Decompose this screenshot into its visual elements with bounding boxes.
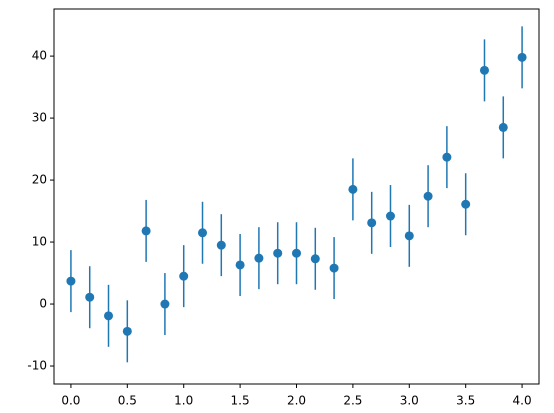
x-tick-label: 4.0	[513, 394, 532, 408]
y-tick-label: -10	[27, 359, 47, 373]
point	[141, 226, 151, 236]
point	[198, 228, 208, 238]
point	[292, 248, 301, 258]
point	[461, 199, 471, 209]
point	[216, 240, 226, 250]
y-tick-label: 30	[32, 111, 47, 125]
point	[122, 326, 132, 336]
y-tick-label: 0	[39, 297, 47, 311]
x-tick-label: 3.0	[400, 394, 419, 408]
point	[310, 254, 320, 264]
x-tick-label: 2.0	[287, 394, 306, 408]
point	[85, 292, 95, 302]
point	[479, 65, 489, 75]
x-tick-label: 0.5	[118, 394, 137, 408]
point	[66, 276, 76, 286]
point	[367, 218, 377, 228]
y-tick-label: 10	[32, 235, 47, 249]
point	[423, 191, 433, 201]
point	[442, 152, 452, 162]
point	[179, 271, 189, 281]
point	[329, 263, 339, 273]
x-tick-label: 0.0	[61, 394, 80, 408]
point	[254, 253, 264, 263]
x-tick-label: 2.5	[343, 394, 362, 408]
y-tick-label: 20	[32, 173, 47, 187]
point	[404, 231, 414, 241]
x-tick-label: 1.0	[174, 394, 193, 408]
y-tick-label: 40	[32, 49, 47, 63]
x-tick-label: 1.5	[231, 394, 250, 408]
point	[348, 184, 358, 194]
point	[235, 260, 245, 270]
point	[517, 52, 527, 62]
point	[498, 122, 508, 132]
point	[385, 211, 395, 221]
point	[104, 311, 114, 321]
point	[160, 299, 170, 309]
point	[273, 248, 283, 258]
x-tick-label: 3.5	[456, 394, 475, 408]
